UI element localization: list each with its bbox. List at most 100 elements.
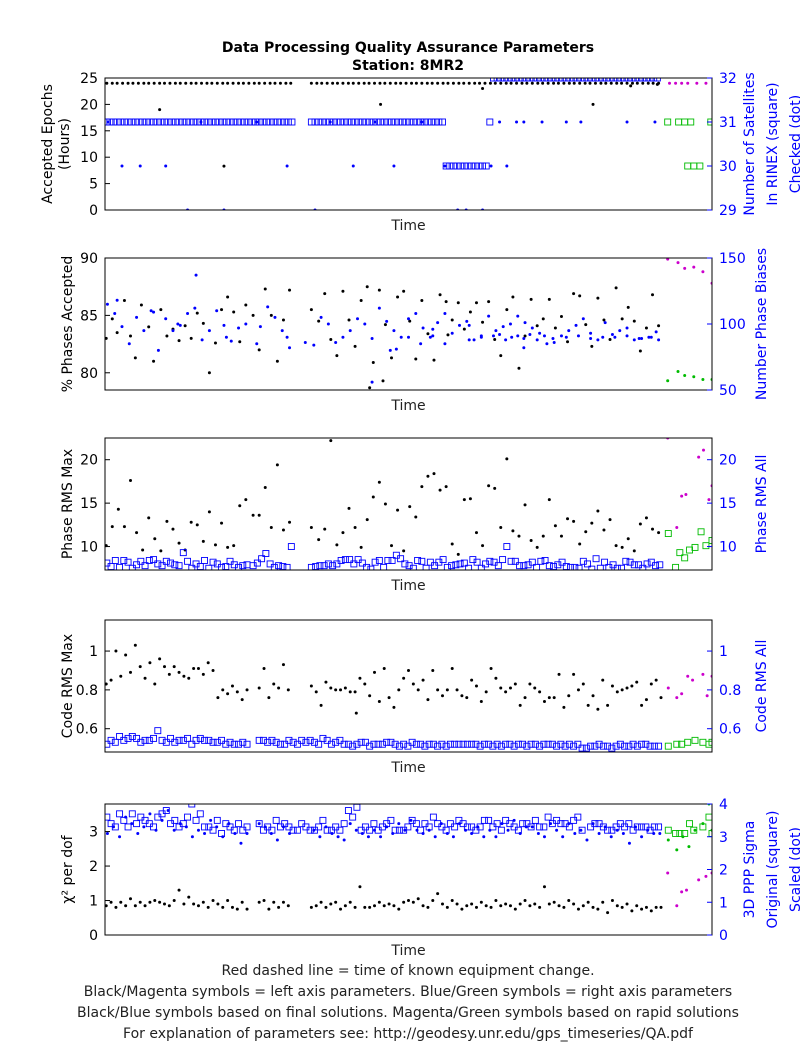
point-2-2-50 (494, 329, 498, 333)
point-3-0-43 (383, 502, 387, 506)
point-2-2-26 (319, 315, 323, 319)
point-2-0-14 (189, 336, 193, 340)
point-5-0-81 (523, 899, 527, 903)
point-2-2-69 (632, 338, 636, 342)
point-2-2-102 (115, 298, 119, 302)
point-2-2-98 (625, 334, 629, 338)
point-2-2-73 (303, 340, 307, 344)
point-1-3-1 (120, 164, 124, 168)
point-4-0-85 (542, 700, 546, 704)
point-4-2-38 (272, 738, 280, 746)
point-5-2-66 (530, 825, 534, 829)
point-5-0-77 (504, 902, 508, 906)
point-4-0-92 (576, 688, 580, 692)
point-3-0-63 (505, 457, 509, 461)
point-3-1-98 (537, 557, 545, 565)
point-4-2-29 (226, 738, 234, 746)
point-1-2-136 (613, 78, 621, 82)
point-1-0-87 (578, 81, 582, 85)
point-5-2-55 (464, 828, 468, 832)
y2-tick-label-5-4: 4 (719, 797, 728, 813)
point-3-2-2 (680, 494, 684, 498)
point-2-2-111 (522, 346, 526, 350)
point-5-0-12 (162, 902, 166, 906)
point-4-2-64 (383, 738, 391, 746)
point-1-0-18 (200, 81, 204, 85)
point-5-2-23 (245, 831, 249, 835)
point-3-1-110 (588, 565, 596, 570)
point-2-2-76 (394, 347, 398, 351)
point-5-0-5 (128, 897, 132, 901)
point-5-0-3 (119, 900, 123, 904)
point-2-2-37 (399, 335, 403, 339)
point-1-2-85 (428, 118, 436, 126)
point-2-0-46 (402, 289, 406, 293)
point-5-2-67 (536, 831, 540, 835)
point-2-2-93 (564, 335, 568, 339)
point-5-0-63 (436, 892, 440, 896)
point-1-0-62 (446, 81, 450, 85)
point-4-0-67 (455, 688, 459, 692)
point-3-0-56 (462, 498, 466, 502)
point-4-2-55 (344, 740, 352, 748)
point-4-0-8 (143, 676, 147, 680)
point-3-0-52 (438, 488, 442, 492)
point-5-3-4 (697, 878, 701, 882)
point-4-2-73 (421, 742, 429, 750)
y2-axis-label-3-0: Phase RMS All (754, 455, 770, 554)
y-tick-label-3-0: 10 (80, 540, 98, 556)
point-5-0-78 (508, 904, 512, 908)
point-4-0-16 (182, 674, 186, 678)
point-5-0-53 (387, 902, 391, 906)
point-5-0-56 (402, 900, 406, 904)
point-2-4-2 (683, 373, 687, 377)
point-3-1-125 (652, 562, 659, 570)
point-2-2-18 (237, 326, 241, 330)
point-1-2-82 (417, 118, 425, 126)
point-1-0-97 (630, 81, 634, 85)
point-1-2-117 (544, 78, 552, 82)
point-2-2-71 (647, 335, 651, 339)
point-4-2-90 (493, 740, 501, 748)
point-4-0-18 (192, 667, 196, 671)
point-3-1-32 (239, 562, 247, 570)
point-3-1-24 (205, 564, 213, 570)
point-4-0-83 (533, 686, 537, 690)
point-5-0-11 (158, 900, 162, 904)
point-1-0-37 (315, 81, 319, 85)
point-1-0-34 (284, 81, 288, 85)
point-5-2-31 (318, 835, 322, 839)
point-2-0-8 (152, 359, 156, 363)
point-2-2-11 (186, 311, 190, 315)
point-5-0-57 (407, 899, 410, 903)
point-4-0-30 (257, 686, 261, 690)
point-4-2-22 (196, 734, 204, 742)
y2-axis-label-1-1: In RINEX (square) (765, 82, 781, 205)
point-1-2-50 (284, 118, 292, 126)
point-5-0-30 (257, 900, 261, 904)
point-2-0-16 (201, 321, 205, 325)
point-3-0-4 (128, 479, 132, 483)
point-3-1-65 (397, 555, 405, 563)
point-4-0-78 (508, 686, 512, 690)
point-1-0-91 (599, 81, 603, 85)
x-axis-label-5: Time (390, 943, 425, 959)
point-2-0-47 (408, 319, 412, 323)
point-2-2-60 (567, 329, 571, 333)
point-3-0-34 (329, 439, 333, 443)
point-1-2-3 (113, 118, 121, 126)
point-4-0-26 (230, 684, 234, 688)
point-1-0-30 (263, 81, 267, 85)
point-3-0-45 (396, 508, 400, 512)
point-5-2-16 (203, 831, 207, 835)
point-5-0-106 (644, 905, 648, 909)
point-1-2-120 (555, 78, 563, 82)
point-4-0-109 (659, 696, 663, 700)
point-2-0-65 (517, 366, 521, 370)
point-1-0-16 (189, 81, 193, 85)
point-2-0-44 (390, 356, 394, 360)
point-1-0-46 (362, 81, 366, 85)
point-1-0-48 (373, 81, 377, 85)
point-1-2-116 (541, 78, 548, 82)
point-3-0-59 (481, 544, 485, 548)
